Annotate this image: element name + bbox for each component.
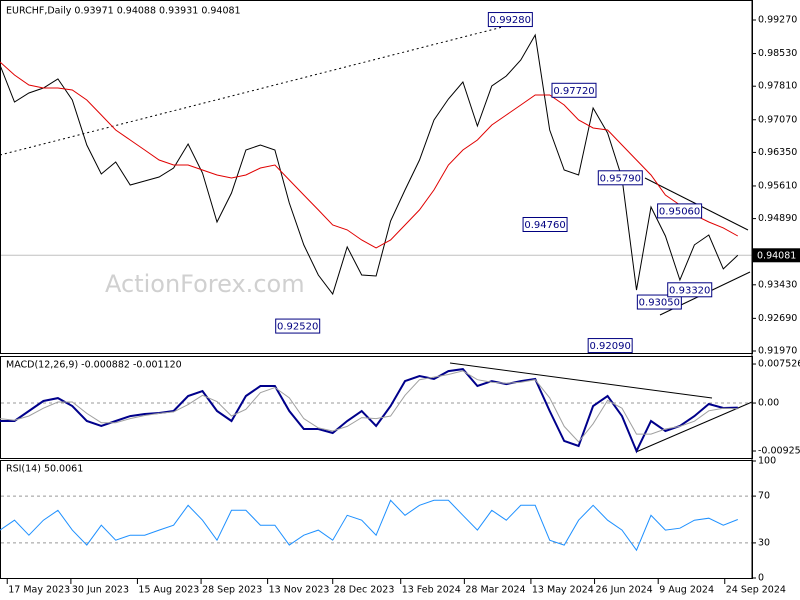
price-annotation-box bbox=[551, 82, 597, 98]
y-tick-label: 0.94890 bbox=[758, 213, 797, 224]
x-tick-label: 26 Jun 2024 bbox=[596, 585, 653, 596]
y-tick-label: 0.00 bbox=[758, 398, 779, 409]
y-tick-label: 0.97070 bbox=[758, 114, 797, 125]
price-annotation: 0.93320 bbox=[669, 285, 710, 296]
price-annotation-box bbox=[636, 294, 682, 310]
price-annotation-box bbox=[587, 338, 633, 354]
panel-title: RSI(14) 50.0061 bbox=[6, 464, 83, 475]
x-tick-label: 13 Feb 2024 bbox=[402, 585, 461, 596]
y-tick-label: 30 bbox=[758, 537, 770, 548]
y-tick-label: 0.96350 bbox=[758, 147, 797, 158]
y-tick-label: -0.009252 bbox=[758, 446, 800, 457]
last-price-box bbox=[753, 248, 800, 263]
panel-title: EURCHF,Daily 0.93971 0.94088 0.93931 0.9… bbox=[6, 6, 241, 17]
y-tick-label: 0.95610 bbox=[758, 180, 797, 191]
price-annotation-box bbox=[522, 216, 568, 232]
price-annotation-box bbox=[487, 12, 533, 28]
y-tick-label: 0.007526 bbox=[758, 359, 800, 370]
trend-line bbox=[0, 19, 531, 156]
series-line bbox=[0, 370, 738, 443]
price-annotation: 0.93050 bbox=[639, 298, 680, 309]
x-tick-label: 28 Sep 2023 bbox=[202, 585, 262, 596]
y-tick-label: 70 bbox=[758, 491, 770, 502]
y-tick-label: 100 bbox=[758, 456, 776, 467]
price-annotation: 0.92520 bbox=[277, 322, 318, 333]
series-line bbox=[0, 499, 738, 552]
price-annotation: 0.94760 bbox=[524, 220, 565, 231]
trend-line bbox=[635, 401, 753, 453]
panel-title: MACD(12,26,9) -0.000882 -0.001120 bbox=[6, 360, 182, 371]
y-tick-label: 0.91970 bbox=[758, 346, 797, 357]
x-tick-label: 28 Dec 2023 bbox=[334, 585, 395, 596]
price-annotation: 0.95060 bbox=[659, 206, 700, 217]
price-annotation-box bbox=[667, 282, 713, 298]
price-annotation-box bbox=[597, 170, 643, 186]
x-tick-label: 30 Jun 2023 bbox=[72, 585, 129, 596]
x-tick-label: 9 Aug 2024 bbox=[659, 585, 714, 596]
price-annotation: 0.92090 bbox=[589, 341, 630, 352]
price-annotation: 0.95790 bbox=[600, 173, 641, 184]
series-line bbox=[0, 61, 739, 249]
trend-line bbox=[449, 362, 713, 399]
series-line bbox=[0, 33, 739, 296]
x-tick-label: 13 May 2024 bbox=[532, 585, 594, 596]
y-tick-label: 0.99270 bbox=[758, 15, 797, 26]
x-tick-label: 13 Nov 2023 bbox=[269, 585, 330, 596]
y-tick-label: 0.97810 bbox=[758, 81, 797, 92]
price-annotation-box bbox=[275, 318, 321, 334]
y-tick-label: 0.93430 bbox=[758, 279, 797, 290]
last-price-label: 0.94081 bbox=[757, 250, 796, 261]
y-tick-label: 0.92690 bbox=[758, 313, 797, 324]
y-tick-label: 0 bbox=[758, 573, 764, 584]
x-tick-label: 24 Sep 2024 bbox=[726, 585, 786, 596]
price-annotation: 0.99280 bbox=[490, 15, 531, 26]
watermark: ActionForex.com bbox=[105, 270, 305, 298]
x-tick-label: 15 Aug 2023 bbox=[138, 585, 199, 596]
price-annotation-box bbox=[657, 203, 703, 219]
x-tick-label: 28 Mar 2024 bbox=[465, 585, 525, 596]
x-tick-label: 17 May 2023 bbox=[8, 585, 70, 596]
y-tick-label: 0.98530 bbox=[758, 48, 797, 59]
price-annotation: 0.97720 bbox=[553, 86, 594, 97]
